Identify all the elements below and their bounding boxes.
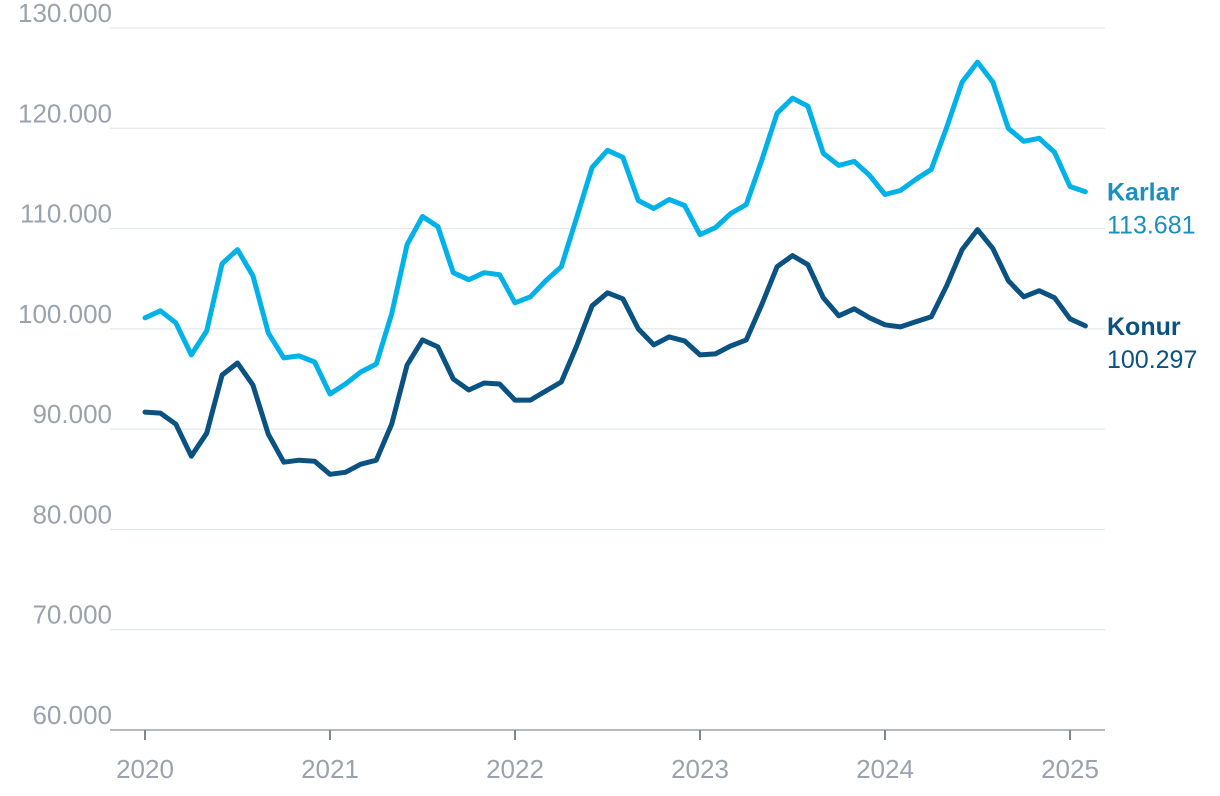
- y-tick-label: 80.000: [32, 499, 112, 529]
- y-tick-label: 60.000: [32, 700, 112, 730]
- x-tick-label: 2022: [486, 754, 544, 784]
- y-axis: 60.000 70.000 80.000 90.000 100.000 110.000 12…: [18, 0, 112, 730]
- y-tick-label: 100.000: [18, 299, 112, 329]
- series-lines: [142, 59, 1088, 477]
- series-end-labels: Karlar 113.681 Konur 100.297: [1107, 179, 1197, 374]
- series-last-value-karlar: 113.681: [1107, 212, 1196, 240]
- series-label-konur: Konur: [1107, 313, 1181, 341]
- gridlines: [110, 27, 1105, 731]
- y-tick-label: 70.000: [32, 600, 112, 630]
- y-tick-label: 110.000: [20, 199, 112, 229]
- x-tick-label: 2021: [301, 754, 359, 784]
- y-tick-label: 120.000: [18, 98, 112, 128]
- series-line-karlar: [142, 59, 1088, 397]
- y-tick-label: 130.000: [18, 0, 112, 28]
- y-tick-label: 90.000: [32, 399, 112, 429]
- x-tick-label: 2024: [856, 754, 914, 784]
- x-tick-label: 2020: [116, 754, 174, 784]
- series-line-konur: [142, 227, 1088, 477]
- x-axis: 2020 2021 2022 2023 2024 2025: [116, 730, 1099, 784]
- series-label-karlar: Karlar: [1107, 179, 1180, 207]
- x-tick-label: 2023: [671, 754, 729, 784]
- series-last-value-konur: 100.297: [1107, 346, 1197, 374]
- x-tick-label: 2025: [1041, 754, 1099, 784]
